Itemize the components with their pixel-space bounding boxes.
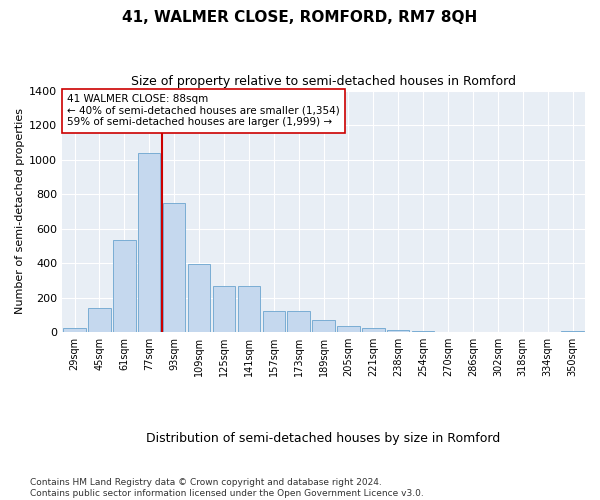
Bar (562, 331, 584, 332)
Bar (337, 326, 359, 332)
Title: Size of property relative to semi-detached houses in Romford: Size of property relative to semi-detach… (131, 75, 516, 88)
Text: 41 WALMER CLOSE: 88sqm
← 40% of semi-detached houses are smaller (1,354)
59% of : 41 WALMER CLOSE: 88sqm ← 40% of semi-det… (67, 94, 340, 128)
Bar (213, 286, 235, 332)
Y-axis label: Number of semi-detached properties: Number of semi-detached properties (15, 108, 25, 314)
Bar (138, 152, 160, 332)
Bar (88, 308, 111, 332)
Bar (287, 310, 310, 332)
Bar (64, 328, 86, 332)
X-axis label: Distribution of semi-detached houses by size in Romford: Distribution of semi-detached houses by … (146, 432, 501, 445)
Text: 41, WALMER CLOSE, ROMFORD, RM7 8QH: 41, WALMER CLOSE, ROMFORD, RM7 8QH (122, 10, 478, 25)
Bar (163, 203, 185, 332)
Bar (387, 330, 409, 332)
Text: Contains HM Land Registry data © Crown copyright and database right 2024.
Contai: Contains HM Land Registry data © Crown c… (30, 478, 424, 498)
Bar (188, 264, 210, 332)
Bar (263, 310, 285, 332)
Bar (238, 286, 260, 332)
Bar (313, 320, 335, 332)
Bar (362, 328, 385, 332)
Bar (113, 240, 136, 332)
